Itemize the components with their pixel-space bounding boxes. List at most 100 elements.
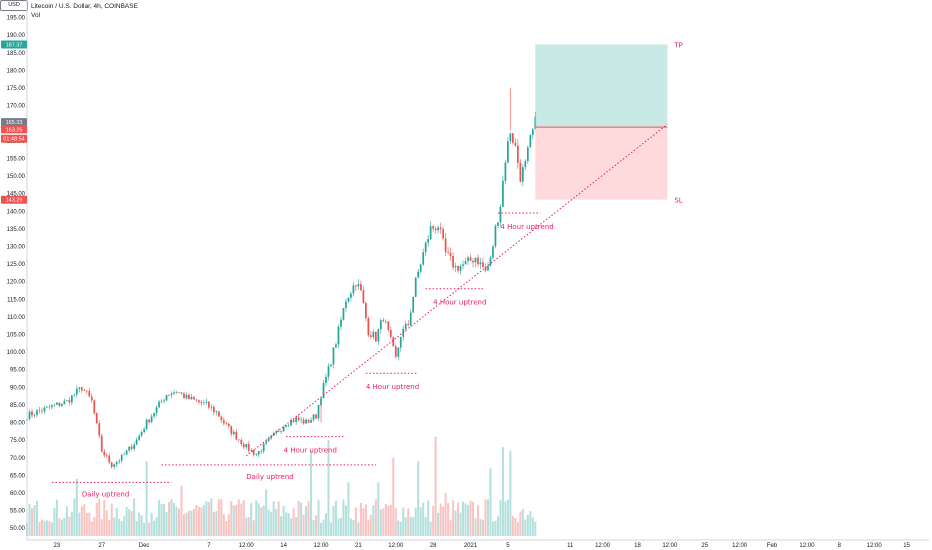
candle-body <box>78 387 81 389</box>
volume-bar <box>95 503 98 536</box>
price-tag-label: 187.37 <box>6 42 23 48</box>
candle-body <box>245 444 248 448</box>
volume-bar <box>148 522 151 536</box>
candle-body <box>282 426 285 432</box>
candle-body <box>434 228 437 231</box>
volume-bar <box>292 508 295 536</box>
volume-bar <box>197 506 200 536</box>
price-tag <box>1 134 27 143</box>
volume-bar <box>75 478 78 536</box>
volume-bar <box>240 503 243 536</box>
candle-body <box>439 227 442 230</box>
volume-bar <box>367 519 370 536</box>
candle-body <box>447 252 449 253</box>
price-tick-label: 75.00 <box>10 438 26 444</box>
volume-bar <box>173 503 176 536</box>
candle-body <box>482 262 484 268</box>
time-tick-label: 2021 <box>464 543 478 549</box>
volume-bar <box>175 506 178 536</box>
volume-bar <box>210 498 213 536</box>
price-tick-label: 85.00 <box>10 403 26 409</box>
time-tick-label: 12:00 <box>867 543 883 549</box>
candle-body <box>457 266 459 271</box>
candle-body <box>217 411 220 417</box>
candle-body <box>190 396 193 400</box>
volume-bar <box>327 440 330 536</box>
volume-bar <box>270 511 273 536</box>
candle-body <box>230 426 233 435</box>
volume-bar <box>496 516 499 536</box>
candle-body <box>499 206 502 223</box>
price-tag-label: 143.29 <box>6 198 23 204</box>
candle-body <box>524 161 527 168</box>
candle-body <box>355 285 357 287</box>
candle-body <box>267 438 270 442</box>
volume-bar <box>332 505 335 536</box>
tp-label: TP <box>673 41 683 49</box>
volume-bar <box>402 507 405 536</box>
price-tag <box>1 40 27 49</box>
volume-bar <box>30 508 33 536</box>
candle-body <box>307 419 310 423</box>
candle-body <box>384 321 387 323</box>
volume-bar <box>115 508 118 536</box>
candle-body <box>115 461 118 465</box>
volume-bar <box>409 516 412 536</box>
price-tick-label: 110.00 <box>7 315 26 321</box>
price-tick-label: 100.00 <box>7 350 26 356</box>
price-tag-label: 01:48:54 <box>3 137 24 143</box>
time-tick-label: 12:00 <box>239 543 255 549</box>
time-axis[interactable]: 23 27 Dec 7 12:00 14 12:00 21 12:00 28 2021 5 11 12:0… <box>27 539 929 549</box>
volume-bar <box>417 461 420 536</box>
candle-body <box>272 433 275 436</box>
volume-bar <box>262 505 265 536</box>
volume-bar <box>511 516 514 536</box>
volume-bar <box>364 504 367 536</box>
candle-body <box>360 284 362 291</box>
volume-bar <box>272 501 275 536</box>
volume-bar <box>322 519 325 536</box>
long-position-tool[interactable]: TP SL <box>535 41 683 205</box>
volume-bar <box>389 504 392 536</box>
candle-body <box>362 290 365 304</box>
price-tick-label: 145.00 <box>7 192 26 198</box>
volume-bar <box>215 510 218 536</box>
candle-body <box>474 257 477 263</box>
volume-bar <box>45 520 48 536</box>
volume-bar <box>55 499 58 536</box>
candle-body <box>46 406 48 408</box>
candle-body <box>237 439 240 441</box>
price-tick-label: 150.00 <box>7 174 26 180</box>
candle-body <box>188 394 190 400</box>
volume-bar <box>265 489 268 536</box>
volume-bar <box>150 512 153 536</box>
volume-bar <box>63 517 66 536</box>
volume-bar <box>245 517 248 536</box>
candle-body <box>342 308 345 320</box>
volume-bar <box>317 500 320 536</box>
volume-bar <box>192 508 195 536</box>
volume-bar <box>434 436 437 536</box>
candle-body <box>394 346 397 357</box>
volume-bar <box>459 512 462 536</box>
volume-bar <box>529 511 532 536</box>
candle-body <box>205 401 208 403</box>
price-axis[interactable]: 50.00 55.00 60.00 65.00 70.00 75.00 80.00 85.00… <box>7 0 28 540</box>
volume-bar <box>130 511 133 536</box>
candle-body <box>83 390 86 391</box>
volume-bar <box>354 507 357 536</box>
candle-body <box>232 431 235 435</box>
volume-bar <box>534 521 537 536</box>
volume-bar <box>377 482 380 536</box>
candle-body <box>352 285 355 294</box>
candle-body <box>477 257 479 265</box>
take-profit-zone <box>535 44 668 128</box>
candle-body <box>285 425 288 427</box>
volume-bar <box>442 506 445 536</box>
volume-bar <box>195 505 198 536</box>
candle-body <box>509 133 512 142</box>
price-tick-label: 125.00 <box>7 262 26 268</box>
volume-bar <box>344 505 347 536</box>
candle-body <box>195 399 198 401</box>
